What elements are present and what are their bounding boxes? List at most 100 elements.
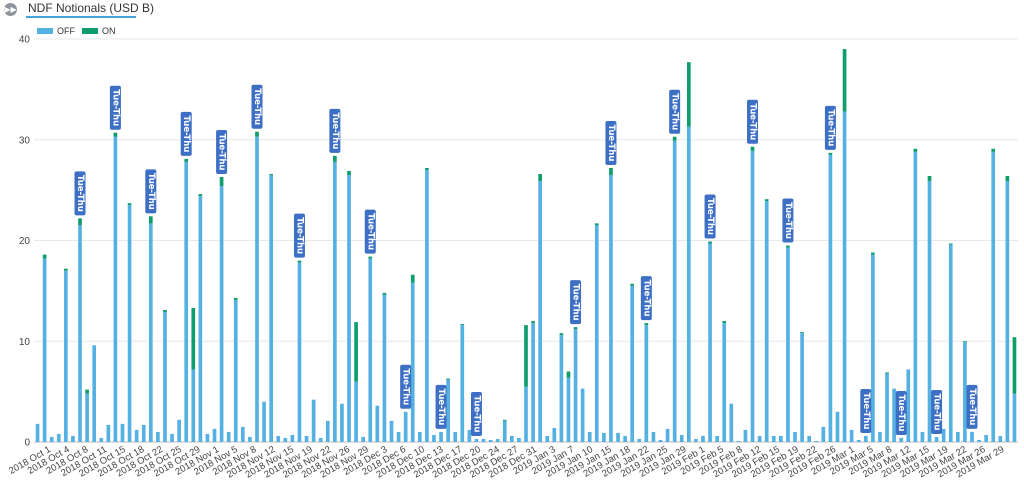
bar-on[interactable] [722,321,727,324]
legend-label-on[interactable]: ON [102,26,116,36]
bar-off[interactable] [134,429,139,442]
bar-on[interactable] [786,245,790,248]
bar-off[interactable] [587,431,592,442]
bar-off[interactable] [85,393,89,442]
bar-on[interactable] [1005,176,1010,182]
bar-on[interactable] [410,274,415,283]
bar-off[interactable] [580,388,585,442]
bar-off[interactable] [49,436,54,442]
bar-on[interactable] [609,167,613,176]
bar-off[interactable] [821,426,826,442]
bar-on[interactable] [538,174,542,182]
bar-on[interactable] [913,148,918,152]
bar-off[interactable] [842,111,847,442]
bar-off[interactable] [233,299,238,442]
bar-off[interactable] [750,150,755,442]
bar-off[interactable] [510,435,514,442]
bar-off[interactable] [722,323,727,442]
bar-off[interactable] [78,225,82,442]
bar-off[interactable] [488,439,493,442]
bar-on[interactable] [644,323,649,326]
bar-off[interactable] [439,431,443,442]
bar-off[interactable] [368,258,373,442]
bar-off[interactable] [191,369,196,442]
bar-on[interactable] [594,223,599,226]
bar-off[interactable] [354,381,358,442]
bar-on[interactable] [354,322,358,382]
bar-off[interactable] [382,294,387,442]
bar-off[interactable] [984,434,988,442]
bar-off[interactable] [977,439,981,442]
bar-on[interactable] [113,132,118,137]
bar-off[interactable] [333,161,337,443]
bar-off[interactable] [878,431,882,442]
bar-on[interactable] [333,155,337,162]
bar-off[interactable] [552,427,557,442]
bar-off[interactable] [417,431,422,442]
bar-off[interactable] [871,254,875,442]
bar-on[interactable] [885,372,889,374]
bar-off[interactable] [920,431,925,442]
bar-off[interactable] [71,435,75,442]
bar-on[interactable] [148,216,153,224]
bar-off[interactable] [566,377,571,442]
bar-off[interactable] [849,429,854,442]
bar-on[interactable] [573,327,578,330]
bar-off[interactable] [163,312,167,442]
bar-off[interactable] [715,435,719,442]
bar-on[interactable] [1012,337,1017,394]
bar-off[interactable] [609,175,613,442]
bar-off[interactable] [538,181,542,442]
bar-off[interactable] [863,435,868,442]
bar-on[interactable] [64,268,68,271]
bar-on[interactable] [255,131,259,137]
bar-on[interactable] [686,62,691,127]
bar-on[interactable] [269,174,273,176]
bar-on[interactable] [842,49,847,112]
bar-off[interactable] [708,243,712,442]
bar-on[interactable] [163,310,167,313]
bar-off[interactable] [545,435,550,442]
bar-on[interactable] [524,325,528,387]
bar-off[interactable] [786,247,790,442]
bar-off[interactable] [262,401,266,442]
bar-on[interactable] [425,167,429,170]
bar-on[interactable] [559,333,564,336]
bar-on[interactable] [198,194,203,197]
bar-off[interactable] [502,420,507,442]
bar-off[interactable] [495,438,500,442]
bar-on[interactable] [630,283,635,286]
fast-forward-icon[interactable]: ▶▶ [4,3,17,16]
bar-off[interactable] [672,140,677,442]
bar-off[interactable] [998,435,1003,442]
bar-on[interactable] [233,297,238,300]
bar-off[interactable] [361,436,366,442]
bar-off[interactable] [290,434,295,442]
bar-off[interactable] [120,423,125,442]
bar-off[interactable] [651,431,656,442]
bar-off[interactable] [276,435,281,442]
bar-on[interactable] [764,199,769,202]
bar-off[interactable] [906,369,911,442]
bar-off[interactable] [148,223,153,442]
bar-on[interactable] [991,148,996,152]
bar-off[interactable] [198,196,203,442]
bar-off[interactable] [524,386,528,442]
bar-off[interactable] [375,405,380,442]
bar-off[interactable] [616,432,620,442]
bar-off[interactable] [970,431,974,442]
bar-on[interactable] [927,176,932,182]
bar-off[interactable] [885,373,889,442]
bar-on[interactable] [460,324,465,326]
bar-off[interactable] [127,205,132,442]
bar-off[interactable] [955,431,960,442]
bar-off[interactable] [793,431,797,442]
bar-off[interactable] [92,345,97,442]
bar-on[interactable] [502,419,507,421]
bar-on[interactable] [368,256,373,259]
bar-off[interactable] [113,136,118,442]
bar-off[interactable] [948,244,953,442]
bar-off[interactable] [177,419,181,442]
bar-on[interactable] [750,146,755,151]
bar-off[interactable] [453,431,458,442]
